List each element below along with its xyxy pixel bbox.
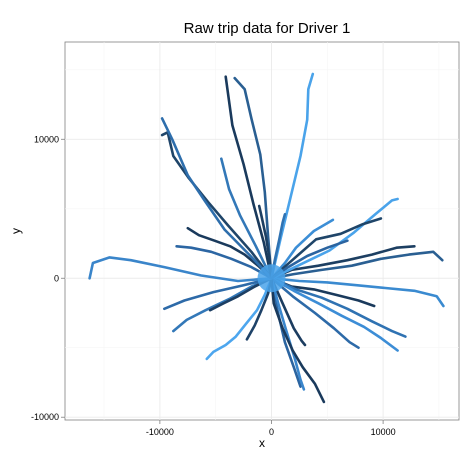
trip-path-12 [205,276,273,361]
x-tick-label: 10000 [371,427,396,437]
trip-path-17 [88,256,273,283]
grid-lines [65,42,459,420]
trip-path-20 [220,157,273,280]
trip-paths [88,72,445,404]
x-tick-label: 0 [269,427,274,437]
y-axis-label: y [9,228,23,234]
trip-path-2 [270,250,444,280]
x-axis-label: x [259,436,265,450]
trip-path-18 [175,245,273,280]
chart-title: Raw trip data for Driver 1 [184,20,351,37]
y-tick-label: -10000 [31,412,59,422]
trip-path-29 [270,197,399,280]
trip-path-16 [163,276,273,311]
x-tick-label: -10000 [146,427,174,437]
trip-path-11 [270,276,326,404]
trip-path-22 [160,117,273,280]
y-tick-label: 10000 [34,134,59,144]
trip-path-5 [270,276,407,338]
trip-path-6 [270,276,399,352]
trip-origin-cluster [257,264,286,293]
trip-path-7 [270,276,360,350]
trip-path-24 [233,76,273,280]
trip-path-9 [270,276,302,388]
trip-path-8 [270,276,307,347]
trip-path-3 [270,276,445,308]
y-tick-label: 0 [54,273,59,283]
axis-ticks: -10000 0 10000 -10000 0 10000 [31,134,396,437]
trip-path-23 [224,75,273,280]
trip-path-30 [270,217,383,280]
